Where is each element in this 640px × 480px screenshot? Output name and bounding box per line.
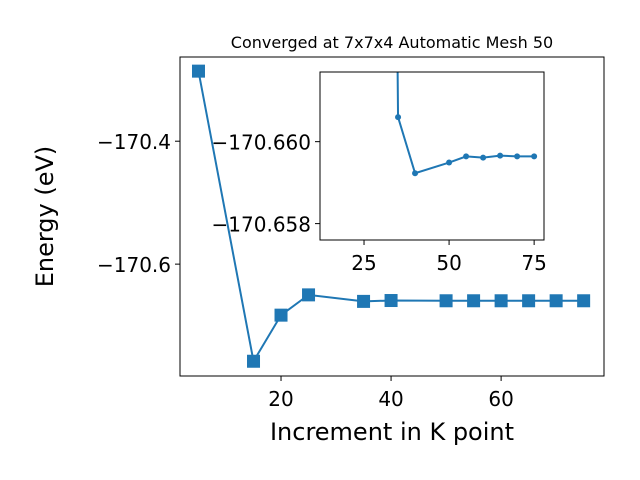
marker (412, 170, 419, 177)
marker (549, 294, 563, 308)
marker (480, 154, 487, 161)
marker (463, 153, 470, 160)
plot-frame (179, 56, 605, 377)
marker (494, 294, 508, 308)
y-tick-label: −170.6 (97, 253, 171, 277)
y-tick-label: −170.4 (97, 130, 171, 154)
x-tick-label: 60 (488, 387, 513, 411)
marker (274, 308, 288, 322)
marker (446, 159, 453, 166)
marker (439, 294, 453, 308)
marker (514, 153, 521, 160)
plot-layer (395, 72, 538, 177)
marker (247, 354, 261, 368)
marker (467, 294, 481, 308)
y-tick-label: −170.658 (212, 213, 311, 237)
y-tick-label: −170.660 (212, 131, 311, 155)
chart-title: Converged at 7x7x4 Automatic Mesh 50 (231, 33, 553, 52)
marker (302, 288, 316, 302)
x-tick-label: 50 (436, 251, 461, 275)
x-tick-label: 40 (378, 387, 403, 411)
marker (357, 294, 371, 308)
marker (497, 152, 504, 159)
marker (522, 294, 536, 308)
x-tick-label: 20 (268, 387, 293, 411)
x-axis-label: Increment in K point (270, 418, 514, 446)
marker (531, 153, 538, 160)
marker (191, 64, 205, 78)
plot-layer (191, 64, 591, 368)
plot-frame (319, 71, 545, 241)
y-axis-label: Energy (eV) (31, 146, 59, 288)
marker (577, 294, 591, 308)
x-tick-label: 25 (351, 251, 376, 275)
x-tick-label: 75 (521, 251, 546, 275)
marker (395, 114, 402, 121)
marker (384, 294, 398, 308)
